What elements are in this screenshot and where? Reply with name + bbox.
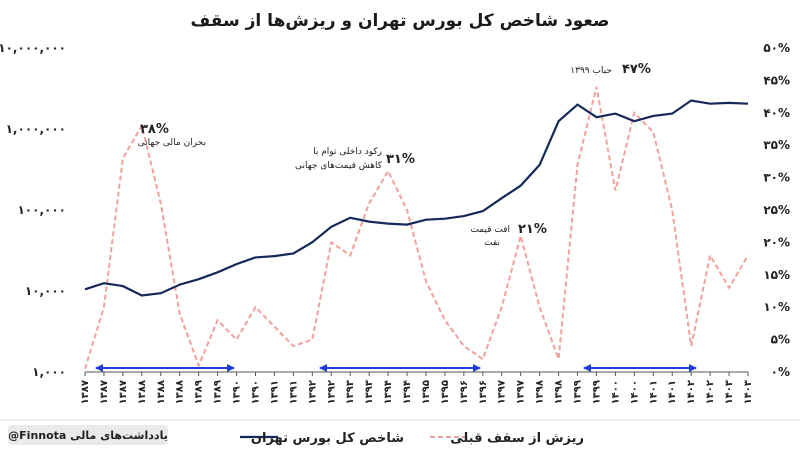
left-tick-label: ۱۰,۰۰۰ <box>25 284 66 298</box>
left-tick-label: ۱۰۰,۰۰۰ <box>17 203 66 217</box>
x-tick-label: ۱۴۰۰ <box>629 380 640 404</box>
right-tick-label: ۲۵% <box>763 203 790 217</box>
annotation-4-label: حباب ۱۳۹۹ <box>570 66 612 76</box>
x-tick-label: ۱۳۹۸ <box>535 380 546 404</box>
right-tick-label: ۳۰% <box>763 171 790 185</box>
x-tick-label: ۱۳۸۸ <box>156 380 167 404</box>
x-tick-label: ۱۳۹۹ <box>573 380 584 404</box>
x-tick-label: ۱۳۹۰ <box>232 380 243 404</box>
right-tick-label: ۱۵% <box>763 268 790 282</box>
drawdown-series-line <box>84 86 749 370</box>
annotation-1-label: بحران مالی جهانی <box>138 138 206 148</box>
x-tick-label: ۱۳۹۷ <box>497 380 508 404</box>
x-tick-label: ۱۳۸۸ <box>175 380 186 404</box>
left-tick-label: ۱,۰۰۰,۰۰۰ <box>6 122 66 136</box>
x-tick-label: ۱۴۰۱ <box>667 380 678 404</box>
annotation-2-line1: رکود داخلی توام با <box>313 147 382 157</box>
x-tick-label: ۱۳۸۷ <box>118 380 129 404</box>
right-tick-label: ۱۰% <box>763 300 790 314</box>
x-tick-label: ۱۳۹۴ <box>383 380 394 404</box>
x-tick-label: ۱۳۹۵ <box>421 380 432 404</box>
right-tick-label: ۵% <box>771 333 790 347</box>
left-tick-label: ۱۰,۰۰۰,۰۰۰ <box>0 41 66 55</box>
right-axis-ticks: ۰% ۵% ۱۰% ۱۵% ۲۰% ۲۵% ۳۰% ۳۵% ۴۰% ۴۵% ۵۰% <box>763 41 790 379</box>
right-tick-label: ۲۰% <box>763 235 790 249</box>
x-tick-label: ۱۳۸۷ <box>99 380 110 404</box>
annotation-1-value: ۳۸% <box>140 122 169 137</box>
x-tick-label: ۱۴۰۰ <box>610 380 621 404</box>
annotation-4-value: ۴۷% <box>622 62 651 77</box>
left-tick-label: ۱,۰۰۰ <box>32 365 66 379</box>
x-axis-ticks: ۱۳۸۷ ۱۳۸۷ ۱۳۸۷ ۱۳۸۸ ۱۳۸۸ ۱۳۸۸ ۱۳۸۹ ۱۳۸۹ ۱۳۹۰ ۱۳۹۰… <box>80 372 754 404</box>
annotation-3-line1: افت قیمت <box>470 225 510 235</box>
x-tick-label: ۱۴۰۱ <box>648 380 659 404</box>
legend-index-label: شاخص کل بورس تهران <box>251 431 404 446</box>
annotation-2-value: ۳۱% <box>386 152 415 167</box>
x-tick-label: ۱۳۹۳ <box>364 380 375 404</box>
x-tick-label: ۱۳۹۵ <box>440 380 451 404</box>
x-tick-label: ۱۴۰۳ <box>724 380 735 404</box>
x-tick-label: ۱۳۹۱ <box>269 380 280 404</box>
right-tick-label: ۵۰% <box>763 41 790 55</box>
right-tick-label: ۳۵% <box>763 138 790 152</box>
x-tick-label: ۱۳۹۰ <box>250 380 261 404</box>
x-tick-label: ۱۴۰۲ <box>686 380 697 404</box>
x-tick-label: ۱۳۸۹ <box>194 380 205 404</box>
watermark-text: @Finnota یادداشت‌های مالی <box>8 429 168 442</box>
x-tick-label: ۱۳۹۹ <box>591 380 602 404</box>
x-tick-label: ۱۳۹۸ <box>554 380 565 404</box>
left-axis-ticks: ۱,۰۰۰ ۱۰,۰۰۰ ۱۰۰,۰۰۰ ۱,۰۰۰,۰۰۰ ۱۰,۰۰۰,۰۰۰ <box>0 41 66 379</box>
x-tick-label: ۱۳۹۲ <box>326 380 337 404</box>
chart-title: صعود شاخص کل بورس تهران و ریزش‌ها از سقف <box>191 11 610 31</box>
x-tick-label: ۱۳۸۸ <box>137 380 148 404</box>
x-tick-label: ۱۳۹۷ <box>516 380 527 404</box>
right-tick-label: ۴۰% <box>763 106 790 120</box>
annotation-3-value: ۲۱% <box>518 222 547 237</box>
annotation-2-line2: کاهش قیمت‌های جهانی <box>295 161 383 171</box>
x-tick-label: ۱۳۹۴ <box>402 380 413 404</box>
right-tick-label: ۰% <box>771 365 790 379</box>
x-tick-label: ۱۳۹۲ <box>307 380 318 404</box>
x-tick-label: ۱۳۸۹ <box>213 380 224 404</box>
x-tick-label: ۱۴۰۲ <box>705 380 716 404</box>
x-tick-label: ۱۴۰۳ <box>743 380 754 404</box>
x-tick-label: ۱۳۸۷ <box>80 380 91 404</box>
index-series-line <box>84 99 749 297</box>
right-tick-label: ۴۵% <box>763 73 790 87</box>
x-tick-label: ۱۳۹۶ <box>459 380 470 404</box>
annotation-3-line2: نفت <box>484 238 500 248</box>
x-tick-label: ۱۳۹۳ <box>345 380 356 404</box>
watermark-badge <box>8 425 168 445</box>
x-tick-label: ۱۳۹۶ <box>478 380 489 404</box>
x-tick-label: ۱۳۹۱ <box>288 380 299 404</box>
legend-drawdown-label: ریزش از سقف قبلی <box>450 431 584 446</box>
